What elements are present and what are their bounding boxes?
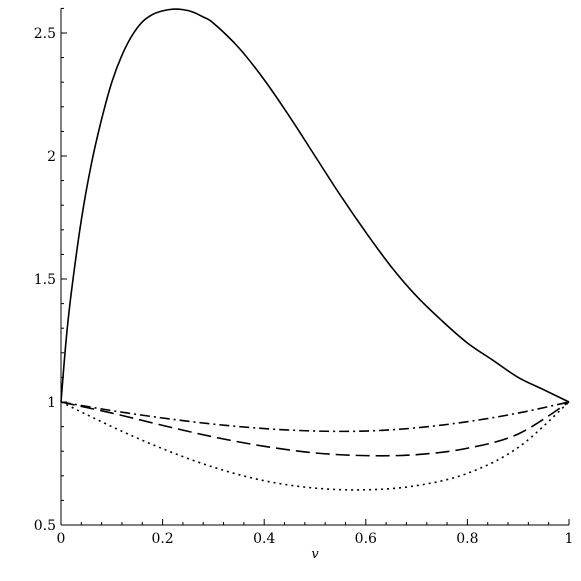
x-tick-label: 0 (57, 531, 66, 547)
x-axis-label: v (311, 547, 319, 562)
x-tick-label: 1 (565, 531, 574, 547)
y-tick-label: 0.5 (34, 518, 56, 534)
y-tick-label: 1.5 (34, 272, 56, 288)
series-lines (60, 8, 570, 491)
x-tick-label: 0.6 (355, 531, 377, 547)
tick-marks (60, 7, 570, 526)
series-line-solid (60, 8, 570, 403)
tick-labels: 0 0.2 0.4 0.6 0.8 1 0.5 1 1.5 2 2.5 (34, 26, 574, 547)
axes (60, 8, 569, 526)
series-line-dotted (60, 401, 570, 491)
x-tick-label: 0.4 (253, 531, 275, 547)
series-line-dashed (60, 401, 570, 457)
x-tick-label: 0.2 (151, 531, 173, 547)
y-tick-label: 1 (47, 395, 56, 411)
y-tick-label: 2 (47, 149, 56, 165)
y-tick-label: 2.5 (34, 26, 56, 42)
x-tick-label: 0.8 (456, 531, 478, 547)
series-line-dashdot (60, 401, 570, 433)
